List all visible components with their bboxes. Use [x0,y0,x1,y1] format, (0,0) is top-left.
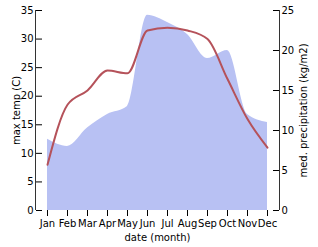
svg-text:Aug: Aug [178,218,198,229]
svg-text:20: 20 [21,90,34,101]
svg-text:Jul: Jul [160,218,173,229]
svg-text:Jan: Jan [39,218,55,229]
svg-text:15: 15 [282,85,295,96]
svg-text:Nov: Nov [238,218,258,229]
svg-text:Oct: Oct [219,218,236,229]
svg-text:med. precipitation (kg/m2): med. precipitation (kg/m2) [298,43,309,177]
svg-text:5: 5 [282,165,288,176]
svg-text:0: 0 [282,205,288,216]
svg-text:0: 0 [27,205,33,216]
svg-text:10: 10 [282,125,295,136]
svg-text:Dec: Dec [258,218,277,229]
svg-text:Sep: Sep [198,218,217,229]
svg-text:15: 15 [21,119,34,130]
svg-text:May: May [117,218,138,229]
svg-text:35: 35 [21,5,34,16]
svg-text:10: 10 [21,148,34,159]
svg-text:20: 20 [282,45,295,56]
svg-text:date (month): date (month) [125,232,191,243]
svg-text:30: 30 [21,33,34,44]
svg-text:5: 5 [27,176,33,187]
svg-text:max temp (C): max temp (C) [11,76,22,145]
svg-text:Mar: Mar [78,218,98,229]
svg-text:25: 25 [21,62,34,73]
svg-text:25: 25 [282,5,295,16]
svg-text:Feb: Feb [59,218,77,229]
svg-text:Jun: Jun [139,218,156,229]
svg-text:Apr: Apr [99,218,117,229]
